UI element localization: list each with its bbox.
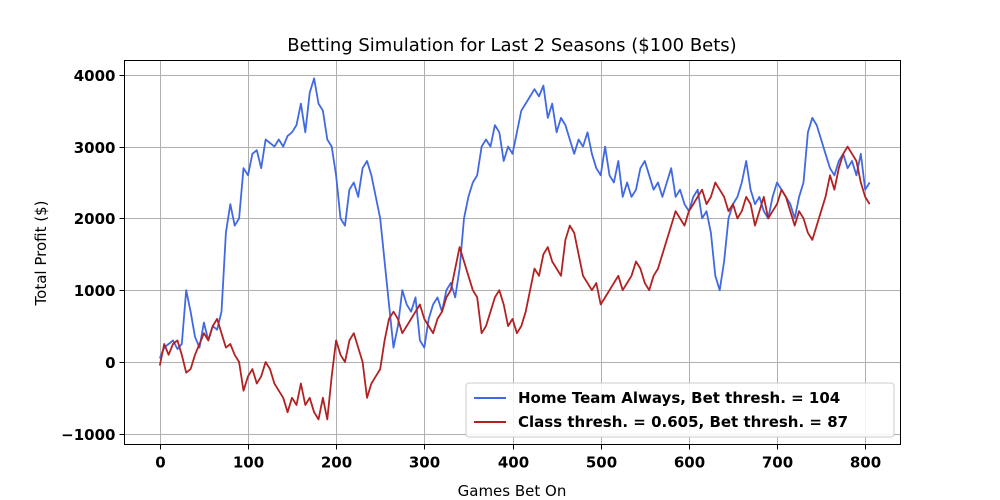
x-tick-label: 200: [321, 454, 352, 472]
y-tick-label: 4000: [74, 67, 116, 85]
x-axis-ticks: 0 100 200 300 400 500 600 700 800: [155, 444, 881, 472]
x-tick-label: 0: [155, 454, 165, 472]
legend-box: [465, 382, 895, 438]
x-tick-label: 800: [850, 454, 881, 472]
legend: Home Team Always, Bet thresh. = 104 Clas…: [465, 382, 895, 438]
x-tick-label: 400: [498, 454, 529, 472]
x-tick-label: 300: [409, 454, 440, 472]
x-tick-label: 700: [762, 454, 793, 472]
chart-title: Betting Simulation for Last 2 Seasons ($…: [287, 35, 736, 56]
y-axis-label: Total Profit ($): [32, 201, 50, 307]
y-tick-label: 2000: [74, 210, 116, 228]
y-axis-ticks: −1000 0 1000 2000 3000 4000: [61, 67, 125, 444]
series-line-class-thresh: [158, 145, 871, 421]
x-tick-label: 600: [674, 454, 705, 472]
x-axis-label: Games Bet On: [458, 482, 567, 500]
legend-label-home-team: Home Team Always, Bet thresh. = 104: [518, 389, 840, 407]
series-line-home-team: [158, 77, 871, 359]
plot-frame: [124, 60, 901, 445]
series-layer: [158, 77, 871, 421]
y-tick-label: 0: [105, 354, 115, 372]
legend-label-class-thresh: Class thresh. = 0.605, Bet thresh. = 87: [518, 413, 848, 431]
y-tick-label: −1000: [61, 426, 115, 444]
x-tick-label: 500: [586, 454, 617, 472]
y-tick-label: 3000: [74, 139, 116, 157]
x-tick-label: 100: [233, 454, 264, 472]
y-tick-label: 1000: [74, 282, 116, 300]
